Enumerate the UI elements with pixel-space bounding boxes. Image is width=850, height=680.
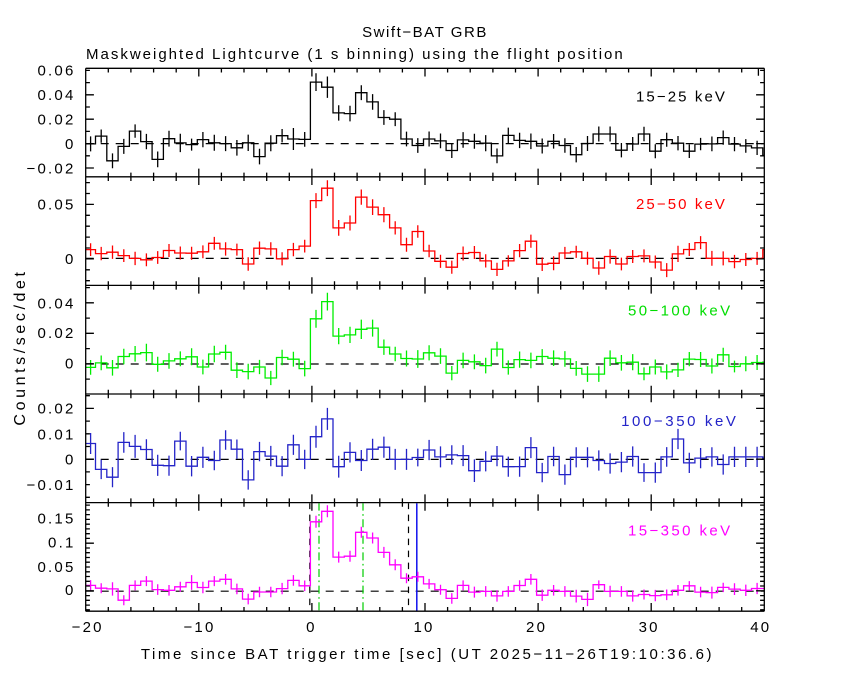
svg-text:0: 0	[65, 251, 76, 268]
svg-text:0.1: 0.1	[48, 535, 75, 552]
svg-text:0.02: 0.02	[38, 325, 76, 342]
svg-text:25−50 keV: 25−50 keV	[636, 196, 727, 213]
svg-text:20: 20	[526, 619, 547, 636]
svg-text:0: 0	[306, 619, 317, 636]
svg-text:10: 10	[413, 619, 434, 636]
svg-text:0: 0	[65, 451, 76, 468]
svg-text:30: 30	[639, 619, 660, 636]
svg-text:0.06: 0.06	[38, 63, 76, 80]
svg-text:0.01: 0.01	[38, 426, 76, 443]
svg-text:100−350 keV: 100−350 keV	[621, 413, 738, 430]
svg-text:0.02: 0.02	[38, 112, 76, 129]
svg-text:−0.02: −0.02	[27, 160, 76, 177]
svg-text:Swift−BAT GRB: Swift−BAT GRB	[362, 24, 488, 41]
svg-text:50−100 keV: 50−100 keV	[628, 303, 733, 320]
svg-text:0: 0	[65, 356, 76, 373]
svg-text:0: 0	[65, 136, 76, 153]
svg-text:0: 0	[65, 582, 76, 599]
svg-text:0.05: 0.05	[38, 559, 76, 576]
svg-text:40: 40	[750, 619, 771, 636]
svg-text:0.15: 0.15	[38, 511, 76, 528]
svg-text:0.05: 0.05	[38, 197, 76, 214]
svg-text:15−25 keV: 15−25 keV	[636, 88, 727, 105]
svg-text:0.04: 0.04	[38, 87, 76, 104]
svg-text:−10: −10	[183, 619, 215, 636]
svg-text:0.02: 0.02	[38, 401, 76, 418]
svg-text:Counts/sec/det: Counts/sec/det	[12, 268, 29, 425]
svg-text:−20: −20	[72, 619, 104, 636]
svg-text:15−350 keV: 15−350 keV	[628, 523, 733, 540]
svg-text:−0.01: −0.01	[27, 477, 76, 494]
svg-text:Time since BAT trigger time [s: Time since BAT trigger time [sec] (UT 20…	[141, 646, 714, 663]
svg-text:Maskweighted Lightcurve (1 s b: Maskweighted Lightcurve (1 s binning) us…	[86, 46, 625, 63]
svg-text:0.04: 0.04	[38, 295, 76, 312]
